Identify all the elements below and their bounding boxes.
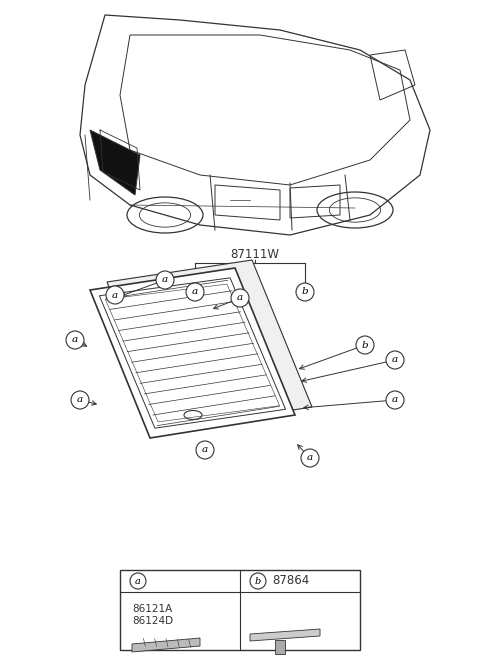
Text: 86124D: 86124D <box>132 616 173 626</box>
Text: a: a <box>202 445 208 455</box>
Circle shape <box>156 271 174 289</box>
Circle shape <box>130 573 146 589</box>
Circle shape <box>296 283 314 301</box>
Circle shape <box>356 336 374 354</box>
Text: a: a <box>192 287 198 297</box>
Circle shape <box>386 391 404 409</box>
Text: b: b <box>255 577 261 586</box>
Polygon shape <box>132 638 200 652</box>
Text: a: a <box>162 276 168 285</box>
Text: 87864: 87864 <box>272 575 309 588</box>
Circle shape <box>71 391 89 409</box>
Text: a: a <box>135 577 141 586</box>
Polygon shape <box>250 629 320 641</box>
Text: b: b <box>362 340 368 350</box>
Circle shape <box>231 289 249 307</box>
Circle shape <box>106 286 124 304</box>
Text: a: a <box>307 453 313 462</box>
Circle shape <box>386 351 404 369</box>
Polygon shape <box>107 260 312 430</box>
Polygon shape <box>90 268 295 438</box>
Text: 86121A: 86121A <box>132 604 172 614</box>
Text: b: b <box>302 287 308 297</box>
Text: a: a <box>237 293 243 302</box>
Circle shape <box>301 449 319 467</box>
Polygon shape <box>275 640 285 654</box>
Text: a: a <box>72 335 78 344</box>
Polygon shape <box>90 130 140 195</box>
Text: a: a <box>392 356 398 365</box>
Bar <box>120 570 360 650</box>
Text: a: a <box>392 396 398 405</box>
Circle shape <box>186 283 204 301</box>
Text: a: a <box>77 396 83 405</box>
Circle shape <box>196 441 214 459</box>
Text: 87111W: 87111W <box>230 249 279 262</box>
Circle shape <box>66 331 84 349</box>
Circle shape <box>250 573 266 589</box>
Text: a: a <box>112 291 118 300</box>
